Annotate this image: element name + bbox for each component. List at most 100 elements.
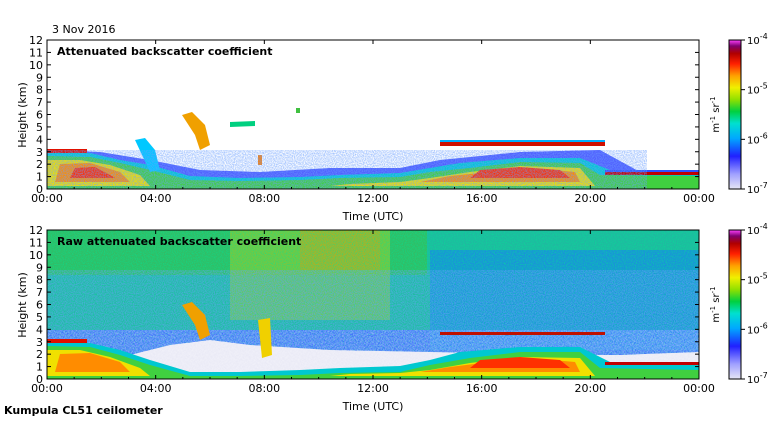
colorbar-tick-exponent: -7 xyxy=(760,371,768,380)
heatmap-1 xyxy=(47,108,699,189)
y-tick-label: 7 xyxy=(36,96,43,109)
heatmap2-layer-bl-orange xyxy=(55,353,580,372)
heatmap1-noise xyxy=(47,150,647,189)
y-tick-label: 0 xyxy=(36,183,43,196)
heatmap1-cloud-night xyxy=(605,172,699,175)
colorbar-unit-label: m-1 sr-1 xyxy=(709,286,722,322)
x-tick-label: 00:00 xyxy=(31,382,63,395)
colorbar-tick-exponent: -4 xyxy=(760,32,768,41)
y-tick-label: 5 xyxy=(36,311,43,324)
x-tick-label: 08:00 xyxy=(248,192,280,205)
colorbar-tick-base: 10 xyxy=(747,226,760,237)
panel2-ylabel: Height (km) xyxy=(16,272,29,338)
y-tick-label: 6 xyxy=(36,299,43,312)
panel1-xlabel: Time (UTC) xyxy=(342,210,404,223)
colorbar2-ticks: 10-410-510-610-7m-1 sr-1 xyxy=(709,222,768,386)
y-tick-label: 2 xyxy=(36,348,43,361)
colorbar-tick-base: 10 xyxy=(747,86,760,97)
colorbar-1: 10-410-510-610-7m-1 sr-1 xyxy=(709,32,768,196)
colorbar-tick-base: 10 xyxy=(747,36,760,47)
colorbar2-gradient xyxy=(728,229,742,380)
y-tick-label: 12 xyxy=(29,34,43,47)
y-tick-label: 3 xyxy=(36,336,43,349)
x-tick-label: 04:00 xyxy=(140,192,172,205)
heatmap1-aerosol-2 xyxy=(230,121,255,127)
y-tick-label: 0 xyxy=(36,373,43,386)
colorbar1-ticks: 10-410-510-610-7m-1 sr-1 xyxy=(709,32,768,196)
heatmap2-cloud-morning xyxy=(47,339,87,343)
colorbar-tick-label: 10-7 xyxy=(747,371,768,386)
panel1-ylabel: Height (km) xyxy=(16,82,29,148)
heatmap2-aerosol-1 xyxy=(182,302,210,340)
footer-label: Kumpula CL51 ceilometer xyxy=(4,404,163,417)
panel1-title: Attenuated backscatter coefficient xyxy=(57,45,273,58)
colorbar-tick-label: 10-6 xyxy=(747,131,768,146)
colorbar-tick-exponent: -6 xyxy=(760,131,768,140)
heatmap1-cloud-night-top xyxy=(605,170,699,172)
y-tick-label: 8 xyxy=(36,274,43,287)
y-tick-label: 11 xyxy=(29,236,43,249)
colorbar-tick-label: 10-4 xyxy=(747,222,768,237)
heatmap2-cloud-evening xyxy=(440,332,605,335)
colorbar-tick-exponent: -7 xyxy=(760,181,768,190)
heatmap1-aerosol-4 xyxy=(296,108,300,113)
heatmap1-aerosol-1 xyxy=(182,112,210,150)
x-tick-label: 16:00 xyxy=(466,382,498,395)
colorbar-unit-label: m-1 sr-1 xyxy=(709,96,722,132)
colorbar1-gradient xyxy=(728,39,742,190)
heatmap2-layer-bl-red xyxy=(470,357,570,368)
x-tick-label: 00:00 xyxy=(31,192,63,205)
colorbar-tick-exponent: -5 xyxy=(760,82,768,91)
x-tick-label: 08:00 xyxy=(248,382,280,395)
y-tick-label: 9 xyxy=(36,261,43,274)
y-tick-label: 10 xyxy=(29,59,43,72)
colorbar-tick-label: 10-5 xyxy=(747,82,768,97)
y-tick-label: 2 xyxy=(36,158,43,171)
colorbar-tick-label: 10-4 xyxy=(747,32,768,47)
x-tick-label: 20:00 xyxy=(574,382,606,395)
colorbar-tick-base: 10 xyxy=(747,325,760,336)
y-tick-label: 5 xyxy=(36,121,43,134)
panel1-axes: 00:00 04:00 08:00 12:00 16:00 20:00 00:0001234… xyxy=(29,34,715,205)
colorbar-tick-label: 10-6 xyxy=(747,321,768,336)
colorbar-tick-base: 10 xyxy=(747,276,760,287)
heatmap2-aerosol-plume xyxy=(258,318,272,358)
x-tick-label: 00:00 xyxy=(683,382,715,395)
heatmap2-cloud-night xyxy=(605,362,699,365)
y-tick-label: 4 xyxy=(36,133,43,146)
y-tick-label: 1 xyxy=(36,361,43,374)
colorbar-tick-base: 10 xyxy=(747,135,760,146)
colorbar-2: 10-410-510-610-7m-1 sr-1 xyxy=(709,222,768,386)
x-tick-label: 12:00 xyxy=(357,192,389,205)
panel2-axes: 00:00 04:00 08:00 12:00 16:00 20:00 00:0001234… xyxy=(29,224,715,395)
x-tick-label: 12:00 xyxy=(357,382,389,395)
date-label: 3 Nov 2016 xyxy=(52,23,115,36)
x-tick-label: 20:00 xyxy=(574,192,606,205)
panel2-title: Raw attenuated backscatter coefficient xyxy=(57,235,301,248)
y-tick-label: 12 xyxy=(29,224,43,237)
colorbar-tick-label: 10-5 xyxy=(747,272,768,287)
colorbar-tick-exponent: -5 xyxy=(760,272,768,281)
y-tick-label: 3 xyxy=(36,146,43,159)
x-tick-label: 04:00 xyxy=(140,382,172,395)
y-tick-label: 7 xyxy=(36,286,43,299)
colorbar-tick-base: 10 xyxy=(747,185,760,196)
y-tick-label: 4 xyxy=(36,323,43,336)
colorbar-tick-base: 10 xyxy=(747,375,760,386)
panel2-xlabel: Time (UTC) xyxy=(342,400,404,413)
colorbar-tick-exponent: -4 xyxy=(760,222,768,231)
x-tick-label: 16:00 xyxy=(466,192,498,205)
colorbar-tick-exponent: -6 xyxy=(760,321,768,330)
colorbar-tick-label: 10-7 xyxy=(747,181,768,196)
panel-raw-backscatter: Raw attenuated backscatter coefficient H… xyxy=(16,224,715,413)
y-tick-label: 9 xyxy=(36,71,43,84)
heatmap1-cloud-evening-top xyxy=(440,140,605,142)
y-tick-label: 10 xyxy=(29,249,43,262)
x-tick-label: 00:00 xyxy=(683,192,715,205)
heatmap-2 xyxy=(47,230,699,379)
y-tick-label: 6 xyxy=(36,109,43,122)
heatmap1-cloud-evening xyxy=(440,142,605,146)
y-tick-label: 1 xyxy=(36,171,43,184)
